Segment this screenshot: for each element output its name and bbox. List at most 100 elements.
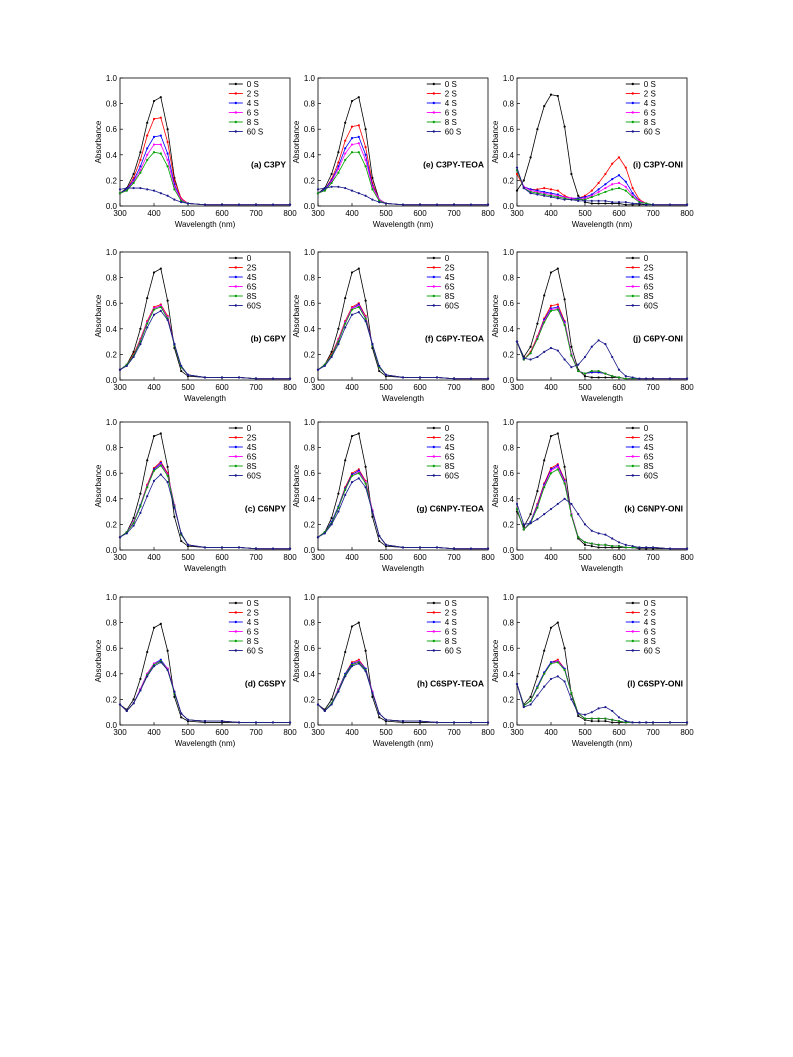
chart-svg: 300 400 500 600 700 800 0.0 0.2 0.4 0.6 0.8 1.0 Wave… bbox=[491, 593, 694, 748]
legend-marker bbox=[631, 474, 634, 477]
data-point bbox=[590, 345, 593, 348]
data-point bbox=[597, 546, 600, 549]
x-tick-label: 800 bbox=[680, 209, 694, 218]
data-point bbox=[139, 327, 142, 330]
y-tick-label: 0.4 bbox=[503, 670, 515, 679]
y-tick-label: 0.0 bbox=[503, 202, 515, 211]
data-point bbox=[159, 305, 162, 309]
data-point bbox=[316, 188, 320, 191]
data-point bbox=[271, 203, 275, 206]
series-line bbox=[516, 170, 687, 206]
legend-label: 8 S bbox=[644, 637, 656, 646]
data-point bbox=[543, 321, 546, 324]
legend-label: 4S bbox=[644, 443, 654, 452]
y-axis-label: Absorbance bbox=[292, 639, 301, 682]
data-point bbox=[152, 665, 156, 668]
y-tick-label: 0.2 bbox=[304, 695, 316, 704]
legend-marker bbox=[631, 256, 634, 260]
legend-marker bbox=[432, 611, 435, 614]
x-tick-label: 500 bbox=[578, 383, 592, 392]
data-point bbox=[563, 125, 566, 128]
series-line bbox=[516, 309, 687, 380]
x-tick-label: 300 bbox=[113, 209, 127, 218]
series-line bbox=[516, 170, 687, 206]
data-point bbox=[577, 369, 580, 373]
data-point bbox=[631, 202, 634, 205]
data-point bbox=[556, 465, 559, 468]
chart-svg: 300 400 500 600 700 800 0.0 0.2 0.4 0.6 0.8 1.0 Wave… bbox=[292, 593, 495, 748]
y-axis-label: Absorbance bbox=[292, 120, 301, 163]
legend-label: 2 S bbox=[445, 609, 457, 618]
data-point bbox=[344, 296, 347, 300]
data-point bbox=[611, 709, 614, 713]
x-tick-label: 500 bbox=[379, 728, 393, 737]
x-tick-label: 600 bbox=[612, 383, 626, 392]
data-point bbox=[173, 343, 176, 346]
data-point bbox=[543, 672, 546, 675]
plot-frame bbox=[516, 596, 688, 726]
data-point bbox=[166, 194, 169, 197]
data-point bbox=[337, 161, 340, 164]
x-tick-label: 400 bbox=[544, 728, 558, 737]
x-axis-label: Wavelength (nm) bbox=[373, 220, 434, 229]
legend-marker bbox=[432, 601, 435, 605]
data-point bbox=[611, 537, 614, 540]
data-point bbox=[452, 203, 456, 206]
series-line bbox=[119, 660, 290, 723]
data-point bbox=[166, 158, 169, 162]
data-point bbox=[452, 547, 456, 550]
x-axis-label: Wavelength bbox=[184, 564, 226, 573]
series-line bbox=[119, 310, 290, 380]
data-point bbox=[570, 691, 573, 695]
x-axis-label: Wavelength (nm) bbox=[373, 739, 434, 748]
series-line bbox=[317, 661, 488, 723]
legend-label: 4S bbox=[644, 273, 654, 282]
data-point bbox=[139, 169, 142, 172]
y-tick-label: 1.0 bbox=[106, 418, 118, 427]
data-point bbox=[515, 502, 519, 506]
legend-marker bbox=[432, 445, 435, 449]
data-point bbox=[486, 547, 490, 550]
data-point bbox=[146, 650, 149, 654]
data-point bbox=[515, 507, 519, 511]
data-point bbox=[556, 308, 559, 311]
data-point bbox=[337, 151, 340, 154]
chart-svg: 300 400 500 600 700 800 0.0 0.2 0.4 0.6 0.8 1.0 Wave… bbox=[94, 418, 297, 573]
data-point bbox=[549, 434, 553, 438]
data-point bbox=[515, 172, 519, 176]
y-tick-label: 0.6 bbox=[503, 299, 515, 308]
data-point bbox=[337, 171, 340, 174]
data-point bbox=[549, 271, 553, 274]
x-tick-label: 800 bbox=[680, 553, 694, 562]
legend-label: 4S bbox=[247, 443, 257, 452]
data-point bbox=[344, 675, 347, 678]
data-point bbox=[536, 518, 539, 521]
data-point bbox=[549, 195, 553, 199]
legend-marker bbox=[234, 436, 237, 439]
legend-marker bbox=[631, 304, 634, 307]
data-point bbox=[536, 337, 539, 341]
data-point bbox=[536, 506, 539, 509]
legend-label: 6 S bbox=[644, 109, 656, 118]
legend-label: 0 bbox=[247, 424, 252, 433]
plot-frame bbox=[317, 77, 489, 207]
data-point bbox=[186, 718, 190, 721]
data-point bbox=[590, 711, 593, 714]
y-tick-label: 0.6 bbox=[503, 644, 515, 653]
legend-marker bbox=[631, 285, 634, 288]
data-point bbox=[522, 523, 525, 526]
data-point bbox=[617, 720, 621, 723]
series-line bbox=[317, 660, 488, 723]
data-point bbox=[577, 363, 580, 366]
legend-label: 2S bbox=[644, 264, 654, 273]
y-tick-label: 0.0 bbox=[106, 721, 118, 730]
data-point bbox=[685, 721, 689, 724]
data-point bbox=[357, 267, 360, 270]
data-point bbox=[146, 326, 149, 329]
data-point bbox=[118, 703, 122, 706]
data-point bbox=[323, 364, 326, 368]
legend-label: 8S bbox=[644, 462, 654, 471]
legend-marker bbox=[631, 436, 634, 439]
legend-marker bbox=[234, 120, 237, 124]
y-axis-label: Absorbance bbox=[491, 464, 500, 507]
